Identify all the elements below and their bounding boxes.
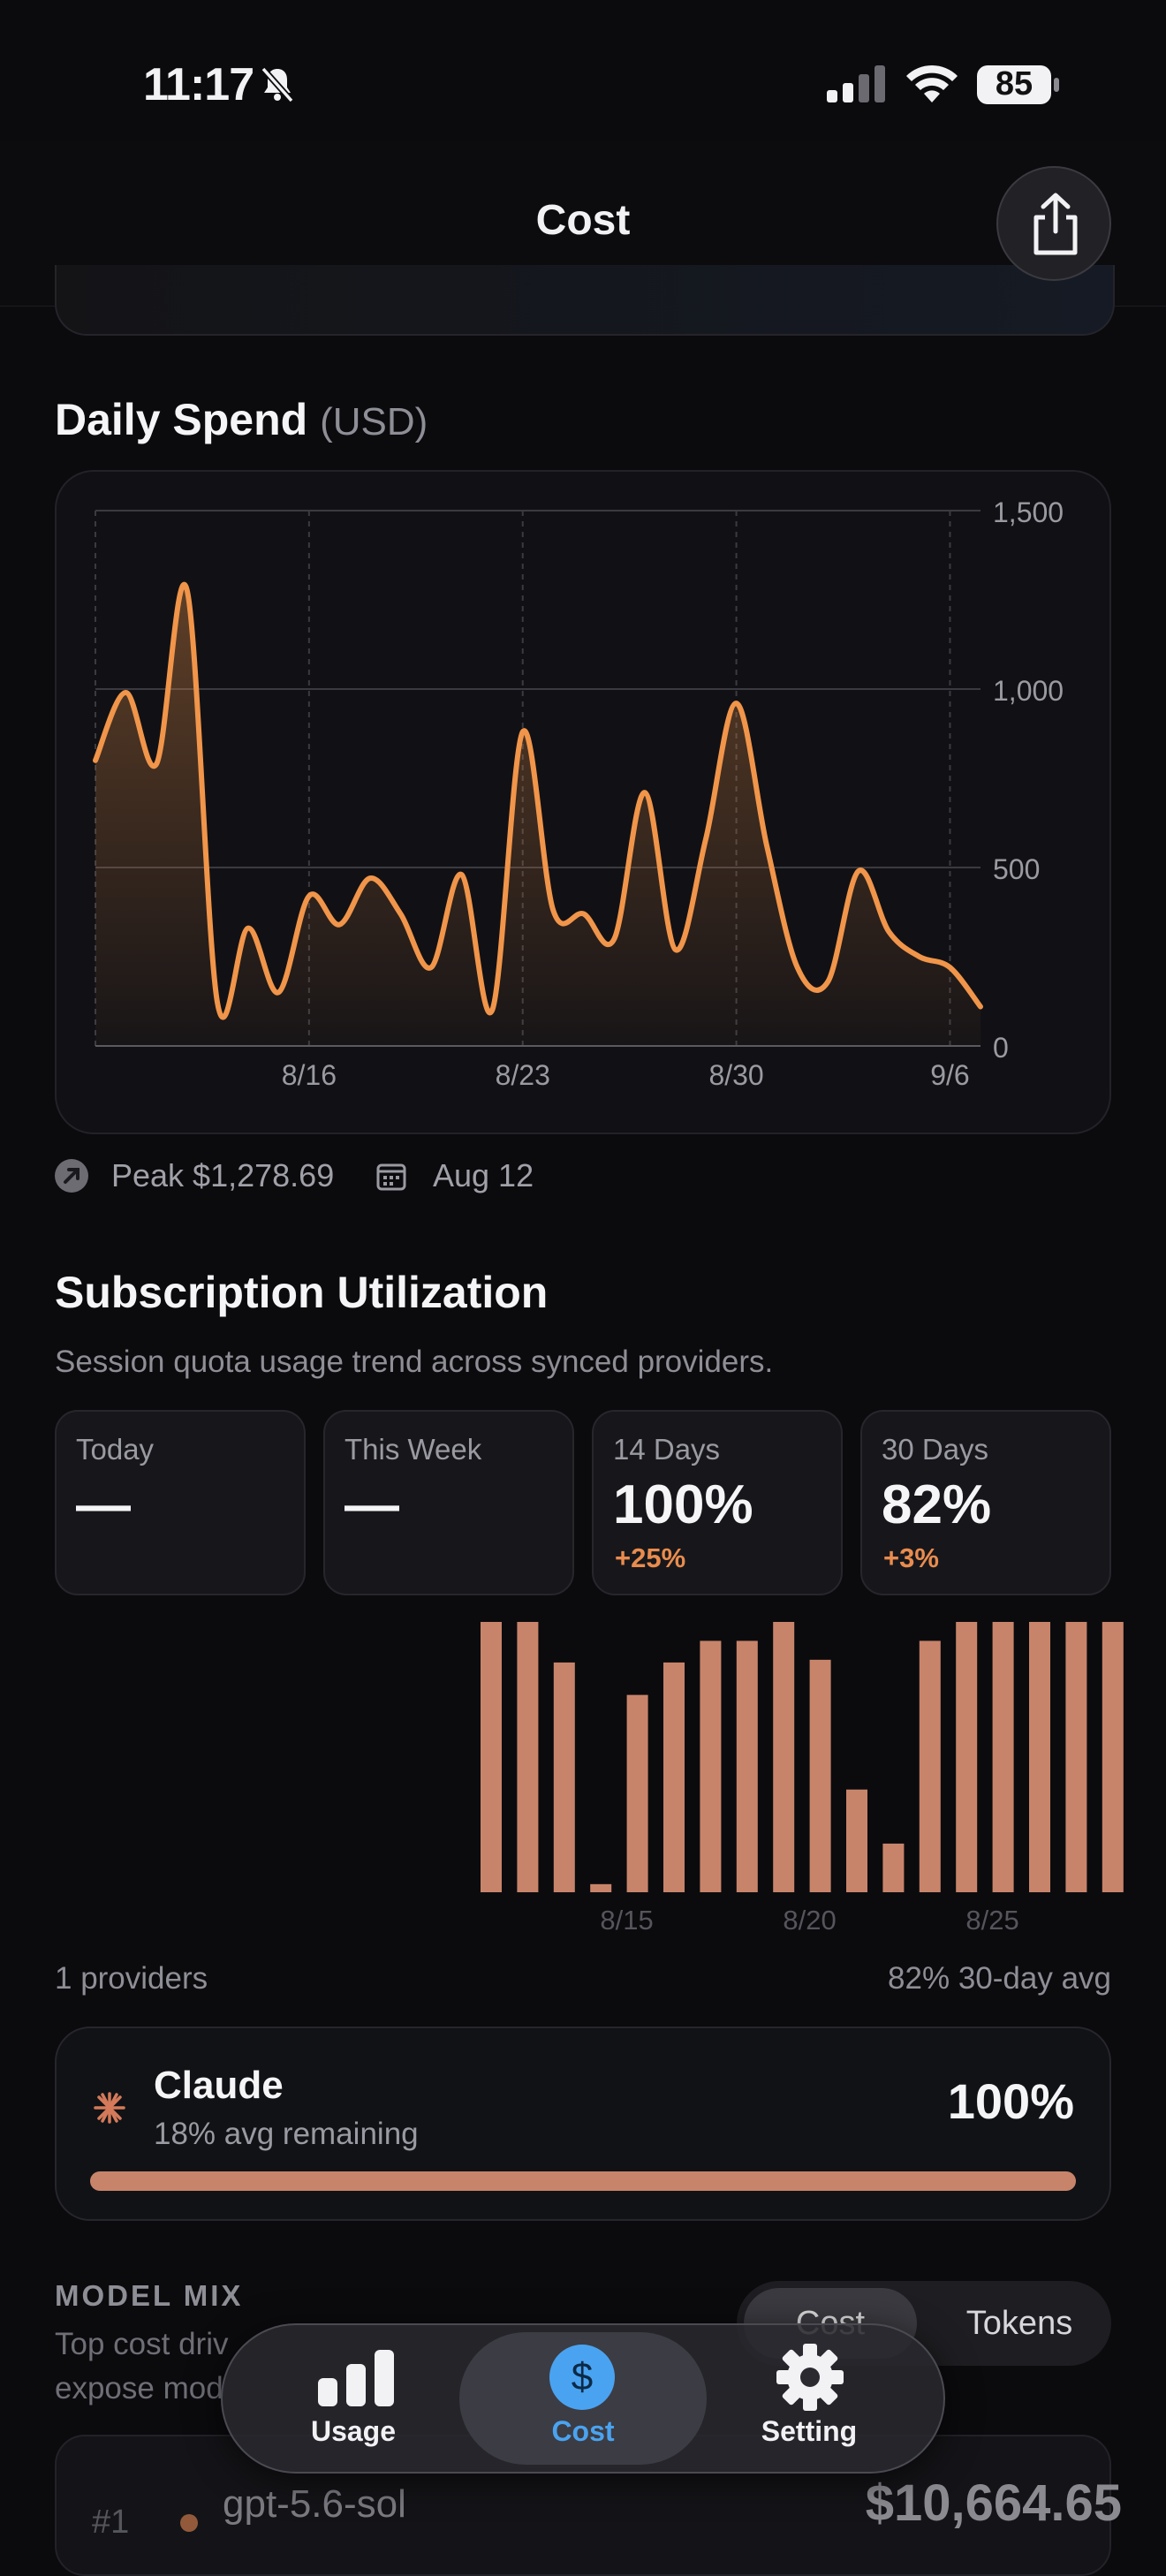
- utilization-bar: [882, 1843, 905, 1892]
- y-tick-label: 1,500: [993, 496, 1064, 528]
- trend-up-icon: [55, 1159, 88, 1193]
- peak-date: Aug 12: [433, 1157, 534, 1193]
- daily-spend-chart: 0 500 1,000 1,500 8/16 8/23 8/30 9/6: [93, 496, 1064, 1091]
- peak-value: Peak $1,278.69: [111, 1157, 335, 1193]
- share-icon: [1034, 193, 1078, 255]
- utilization-bar: [700, 1640, 722, 1892]
- stat-14-days[interactable]: 14 Days 100% +25%: [592, 1410, 843, 1595]
- utilization-bar-chart: 8/15 8/20 8/25: [481, 1622, 1124, 1936]
- x-tick-label: 8/30: [708, 1059, 763, 1091]
- utilization-bar: [663, 1662, 685, 1892]
- daily-spend-title: Daily Spend (USD): [55, 395, 428, 444]
- bar-x-tick-label: 8/20: [783, 1905, 836, 1936]
- stat-this-week[interactable]: This Week —: [323, 1410, 574, 1595]
- calendar-icon: [376, 1163, 406, 1191]
- y-tick-label: 1,000: [993, 675, 1064, 707]
- stat-value: 82%: [882, 1474, 992, 1535]
- utilization-bar: [809, 1659, 831, 1892]
- stat-today[interactable]: Today —: [55, 1410, 306, 1595]
- stat-value: 100%: [613, 1474, 753, 1535]
- model-color-dot: [180, 2514, 198, 2532]
- utilization-bar: [992, 1622, 1014, 1892]
- utilization-bar: [956, 1622, 978, 1892]
- bar-x-tick-label: 8/15: [600, 1905, 653, 1936]
- provider-progress-fill: [90, 2171, 1076, 2191]
- providers-count: 1 providers: [55, 1961, 208, 1996]
- model-mix-description: Top cost driv: [55, 2327, 229, 2361]
- stat-label: 30 Days: [882, 1433, 989, 1466]
- utilization-bar: [1029, 1622, 1050, 1892]
- tab-setting[interactable]: Setting: [761, 2415, 858, 2447]
- dollar-icon[interactable]: $: [549, 2345, 615, 2410]
- utilization-bar: [626, 1694, 648, 1892]
- daily-spend-unit: (USD): [320, 400, 428, 443]
- stat-label: This Week: [344, 1433, 482, 1466]
- page-title: Cost: [535, 197, 631, 244]
- claude-logo-icon: [94, 2092, 125, 2124]
- subscription-title: Subscription Utilization: [55, 1268, 549, 1317]
- utilization-bar: [919, 1640, 941, 1892]
- provider-name: Claude: [154, 2064, 284, 2107]
- tab-usage[interactable]: Usage: [310, 2415, 397, 2447]
- x-tick-label: 8/23: [496, 1059, 550, 1091]
- model-mix-title: MODEL MIX: [55, 2279, 244, 2312]
- bell-muted-icon: [261, 66, 294, 103]
- thirty-day-average: 82% 30-day avg: [888, 1961, 1111, 1996]
- y-tick-label: 500: [993, 853, 1040, 885]
- utilization-bar: [736, 1640, 758, 1892]
- tab-cost[interactable]: Cost: [551, 2415, 615, 2447]
- wifi-icon: [906, 64, 958, 102]
- gear-icon[interactable]: [776, 2343, 844, 2412]
- stat-label: Today: [76, 1433, 155, 1466]
- share-button[interactable]: [996, 166, 1111, 281]
- model-rank: #1: [92, 2504, 130, 2541]
- utilization-bar: [846, 1789, 867, 1892]
- stat-label: 14 Days: [613, 1433, 721, 1466]
- model-mix-description-line2: expose mod: [55, 2371, 223, 2406]
- utilization-bar: [1065, 1622, 1087, 1892]
- battery-level: 85: [995, 65, 1034, 102]
- subscription-description: Session quota usage trend across synced …: [55, 1345, 774, 1379]
- utilization-bar: [553, 1662, 575, 1892]
- summary-card: [55, 265, 1115, 336]
- utilization-bar: [1102, 1622, 1124, 1892]
- model-name: gpt-5.6-sol: [223, 2482, 406, 2526]
- utilization-bar: [590, 1883, 612, 1892]
- battery-icon: [977, 65, 1059, 104]
- y-tick-label: 0: [993, 1032, 1009, 1064]
- utilization-bar: [773, 1622, 795, 1892]
- model-amount: $10,664.65: [865, 2474, 1122, 2532]
- stat-delta: +3%: [883, 1542, 939, 1573]
- cellular-signal-icon: [827, 65, 885, 102]
- spend-line: [93, 581, 983, 1020]
- bar-x-tick-label: 8/25: [965, 1905, 1018, 1936]
- status-time: 11:17: [143, 59, 254, 110]
- stat-value: —: [76, 1474, 131, 1535]
- bar-chart-icon[interactable]: [316, 2350, 396, 2406]
- x-tick-label: 9/6: [930, 1059, 969, 1091]
- utilization-bar: [481, 1622, 502, 1892]
- provider-remaining: 18% avg remaining: [154, 2117, 419, 2151]
- utilization-bar: [517, 1622, 539, 1892]
- stat-delta: +25%: [615, 1542, 686, 1573]
- stat-value: —: [344, 1474, 399, 1535]
- stat-30-days[interactable]: 30 Days 82% +3%: [860, 1410, 1111, 1595]
- toggle-tokens-option[interactable]: Tokens: [965, 2305, 1073, 2342]
- x-tick-label: 8/16: [282, 1059, 337, 1091]
- provider-percent: 100%: [947, 2073, 1074, 2129]
